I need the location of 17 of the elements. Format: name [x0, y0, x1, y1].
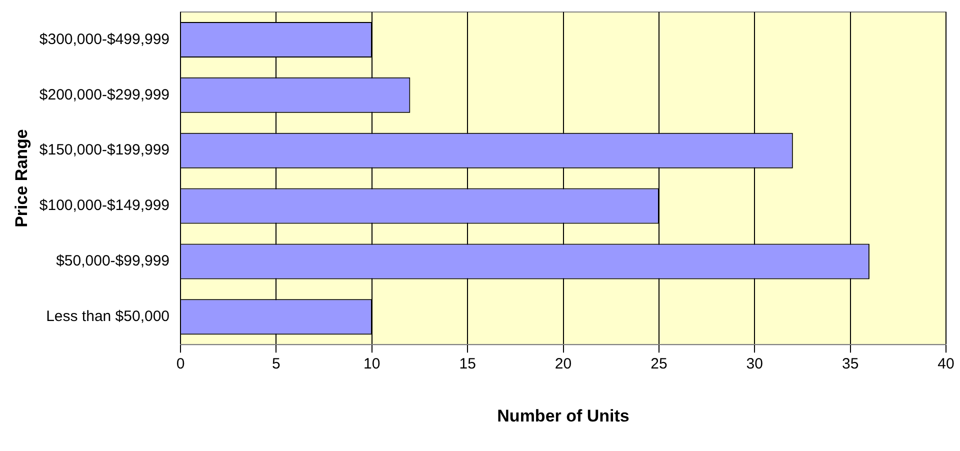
x-tick-label: 15	[459, 356, 476, 373]
y-tick-label: $50,000-$99,999	[56, 252, 170, 270]
y-tick-label: $100,000-$149,999	[39, 197, 170, 214]
x-tick-label: 30	[746, 356, 763, 373]
x-axis-title: Number of Units	[497, 406, 630, 426]
y-tick-label: Less than $50,000	[46, 308, 170, 326]
y-tick-label: $200,000-$299,999	[39, 86, 170, 104]
y-axis-title: Price Range	[12, 129, 31, 228]
x-tick-label: 20	[554, 356, 572, 373]
x-tick-label: 35	[842, 356, 859, 373]
x-tick-label: 25	[650, 356, 668, 373]
x-tick-label: 5	[272, 356, 280, 373]
x-tick-label: 0	[176, 356, 185, 373]
x-tick-label: 40	[938, 356, 954, 373]
x-tick-label: 10	[364, 356, 380, 373]
y-tick-label: $150,000-$199,999	[39, 142, 170, 159]
y-tick-label: $300,000-$499,999	[39, 30, 170, 48]
